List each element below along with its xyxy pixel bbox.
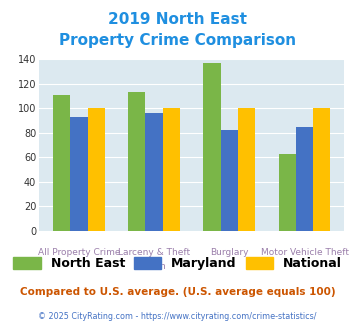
Text: Motor Vehicle Theft: Motor Vehicle Theft: [261, 248, 349, 257]
Text: Property Crime Comparison: Property Crime Comparison: [59, 33, 296, 48]
Bar: [88, 109, 105, 231]
Bar: [279, 154, 296, 231]
Bar: [221, 130, 238, 231]
Bar: [128, 92, 146, 231]
Text: Larceny & Theft: Larceny & Theft: [118, 248, 190, 257]
Text: All Property Crime: All Property Crime: [38, 248, 120, 257]
Bar: [53, 95, 70, 231]
Bar: [146, 113, 163, 231]
Bar: [313, 109, 331, 231]
Text: Compared to U.S. average. (U.S. average equals 100): Compared to U.S. average. (U.S. average …: [20, 287, 335, 297]
Bar: [70, 117, 88, 231]
Bar: [163, 109, 180, 231]
Legend: North East, Maryland, National: North East, Maryland, National: [8, 252, 347, 275]
Bar: [296, 127, 313, 231]
Bar: [238, 109, 255, 231]
Text: © 2025 CityRating.com - https://www.cityrating.com/crime-statistics/: © 2025 CityRating.com - https://www.city…: [38, 312, 317, 321]
Text: 2019 North East: 2019 North East: [108, 12, 247, 26]
Text: Burglary: Burglary: [210, 248, 248, 257]
Text: Arson: Arson: [141, 262, 167, 271]
Bar: [203, 63, 221, 231]
